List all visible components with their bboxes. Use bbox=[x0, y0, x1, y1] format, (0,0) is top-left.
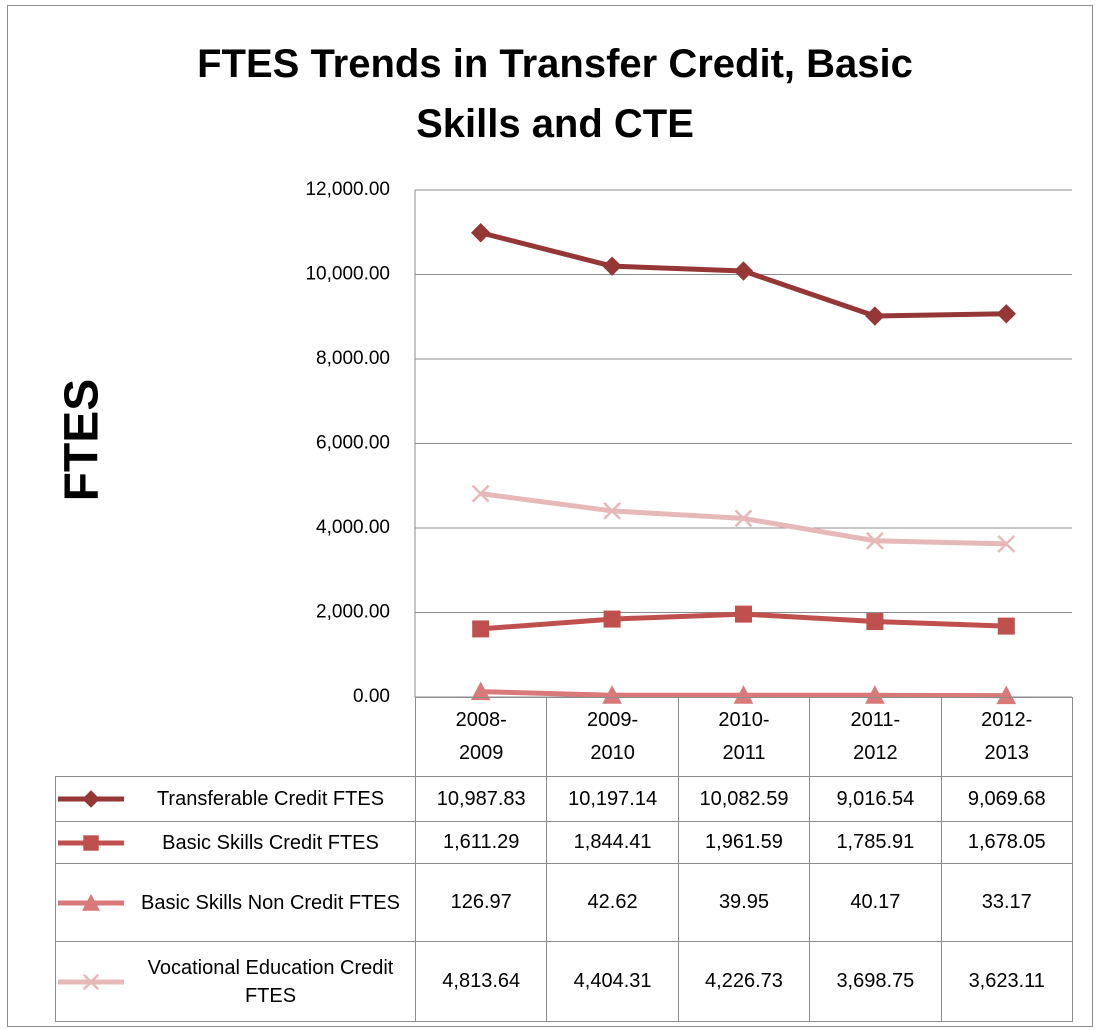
legend-entry: Basic Skills Credit FTES bbox=[56, 829, 415, 857]
value-cell: 39.95 bbox=[677, 863, 811, 942]
marker bbox=[82, 973, 100, 990]
title-line: Skills and CTE bbox=[416, 102, 694, 146]
value-cell: 10,082.59 bbox=[677, 776, 811, 822]
title-line: FTES Trends in Transfer Credit, Basic bbox=[197, 42, 913, 86]
marker bbox=[603, 610, 621, 628]
y-tick-label: 10,000.00 bbox=[305, 264, 390, 285]
marker bbox=[735, 605, 752, 623]
series-row: Basic Skills Non Credit FTES 126.97 42.62 3… bbox=[55, 863, 1073, 942]
series-row: Basic Skills Credit FTES 1,611.29 1,844.41… bbox=[55, 821, 1073, 864]
legend-key bbox=[58, 893, 124, 911]
value-cell: 1,844.41 bbox=[546, 821, 679, 864]
marker bbox=[83, 834, 99, 851]
legend-label: Basic Skills Credit FTES bbox=[162, 831, 379, 854]
y-tick-label: 2,000.00 bbox=[316, 602, 390, 623]
marker bbox=[733, 261, 754, 281]
blank-cell bbox=[55, 697, 416, 777]
marker bbox=[997, 617, 1015, 635]
value-cell: 42.62 bbox=[546, 863, 679, 942]
marker bbox=[471, 484, 490, 503]
y-tick-label: 4,000.00 bbox=[316, 517, 390, 538]
legend-label: Transferable Credit FTES bbox=[156, 788, 385, 810]
value-cell: 3,698.75 bbox=[809, 941, 942, 1022]
legend-entry: Basic Skills Non Credit FTES bbox=[56, 889, 415, 917]
series-row: Vocational Education Credit FTES 4,813.64… bbox=[55, 941, 1073, 1022]
marker bbox=[82, 790, 100, 808]
value-cell: 4,226.73 bbox=[677, 941, 811, 1022]
value-cell: 9,016.54 bbox=[809, 776, 942, 822]
legend-cell: Vocational Education Credit FTES bbox=[55, 941, 416, 1022]
legend-cell: Basic Skills Credit FTES bbox=[55, 821, 416, 864]
marker bbox=[603, 502, 621, 520]
value-cell: 3,623.11 bbox=[940, 941, 1073, 1022]
value-cell: 1,785.91 bbox=[809, 821, 942, 864]
legend-key bbox=[58, 790, 124, 808]
y-tick-label: 6,000.00 bbox=[316, 433, 390, 454]
legend-entry: Vocational Education Credit FTES bbox=[56, 954, 415, 1010]
legend-label: Basic Skills Non Credit FTES bbox=[141, 891, 400, 914]
marker bbox=[866, 531, 884, 550]
marker bbox=[734, 509, 753, 528]
legend-label: Vocational Education Credit FTES bbox=[147, 956, 394, 1007]
value-cell: 10,197.14 bbox=[546, 776, 679, 822]
marker bbox=[996, 304, 1017, 324]
value-cell: 4,404.31 bbox=[546, 941, 679, 1022]
legend-key bbox=[58, 834, 124, 851]
value-cell: 1,611.29 bbox=[414, 821, 548, 864]
value-cell: 1,961.59 bbox=[677, 821, 811, 864]
legend-cell: Transferable Credit FTES bbox=[55, 776, 416, 822]
data-table: 2008- 2009 2009- 2010 2010- 2011 2011- 2012… bbox=[55, 697, 1073, 1022]
marker bbox=[472, 620, 490, 638]
legend-key bbox=[58, 973, 124, 990]
y-tick-label: 8,000.00 bbox=[316, 348, 390, 369]
marker bbox=[470, 223, 491, 243]
category-cell: 2009- 2010 bbox=[546, 697, 679, 777]
category-cell: 2011- 2012 bbox=[809, 697, 942, 777]
value-cell: 10,987.83 bbox=[414, 776, 548, 822]
value-cell: 9,069.68 bbox=[940, 776, 1073, 822]
value-cell: 126.97 bbox=[414, 863, 548, 942]
legend-entry: Transferable Credit FTES bbox=[56, 785, 415, 813]
y-tick-label: 12,000.00 bbox=[305, 179, 390, 200]
value-cell: 1,678.05 bbox=[940, 821, 1073, 864]
marker bbox=[602, 256, 622, 276]
legend-cell: Basic Skills Non Credit FTES bbox=[55, 863, 416, 942]
category-cell: 2010- 2011 bbox=[677, 697, 811, 777]
category-cell: 2008- 2009 bbox=[414, 697, 548, 777]
marker bbox=[865, 306, 885, 326]
category-cell: 2012- 2013 bbox=[940, 697, 1073, 777]
value-cell: 4,813.64 bbox=[414, 941, 548, 1022]
header-row: 2008- 2009 2009- 2010 2010- 2011 2011- 2012… bbox=[55, 697, 1073, 777]
marker bbox=[82, 893, 100, 911]
chart-frame bbox=[7, 5, 1093, 1027]
value-cell: 33.17 bbox=[940, 863, 1073, 942]
marker bbox=[997, 535, 1016, 553]
series-row: Transferable Credit FTES 10,987.83 10,197.… bbox=[55, 776, 1073, 822]
value-cell: 40.17 bbox=[809, 863, 942, 942]
y-axis-label: FTES bbox=[56, 379, 109, 502]
chart-title: FTES Trends in Transfer Credit, Basic Ski… bbox=[197, 42, 913, 146]
marker bbox=[866, 613, 884, 631]
